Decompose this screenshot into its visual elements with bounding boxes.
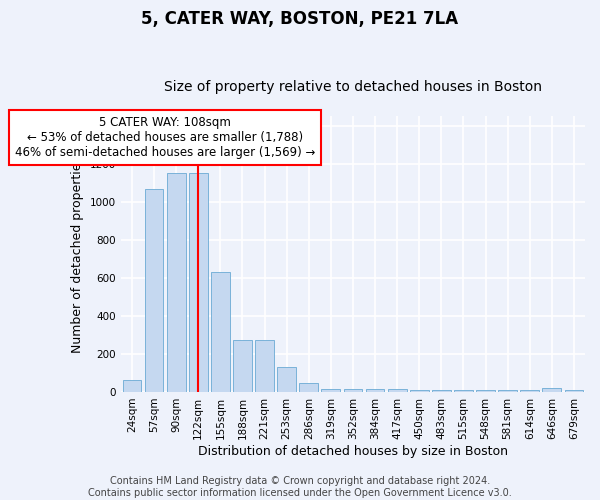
Bar (233, 340, 252, 392)
Text: 5, CATER WAY, BOSTON, PE21 7LA: 5, CATER WAY, BOSTON, PE21 7LA (142, 10, 458, 28)
Text: 5 CATER WAY: 108sqm
← 53% of detached houses are smaller (1,788)
46% of semi-det: 5 CATER WAY: 108sqm ← 53% of detached ho… (15, 116, 315, 159)
Bar (432, 390, 451, 392)
Bar (476, 390, 495, 392)
Bar (454, 390, 473, 392)
Bar (388, 388, 407, 392)
Bar (145, 188, 163, 392)
Text: Contains HM Land Registry data © Crown copyright and database right 2024.
Contai: Contains HM Land Registry data © Crown c… (88, 476, 512, 498)
Bar (255, 340, 274, 392)
X-axis label: Distribution of detached houses by size in Boston: Distribution of detached houses by size … (198, 444, 508, 458)
Bar (322, 388, 340, 392)
Bar (565, 390, 583, 392)
Bar (365, 389, 385, 392)
Title: Size of property relative to detached houses in Boston: Size of property relative to detached ho… (164, 80, 542, 94)
Bar (211, 272, 230, 392)
Bar (542, 388, 561, 392)
Y-axis label: Number of detached properties: Number of detached properties (71, 156, 84, 352)
Bar (122, 380, 142, 392)
Bar (299, 384, 318, 392)
Bar (520, 390, 539, 392)
Bar (167, 172, 185, 392)
Bar (277, 368, 296, 392)
Bar (189, 172, 208, 392)
Bar (344, 389, 362, 392)
Bar (498, 390, 517, 392)
Bar (410, 390, 428, 392)
